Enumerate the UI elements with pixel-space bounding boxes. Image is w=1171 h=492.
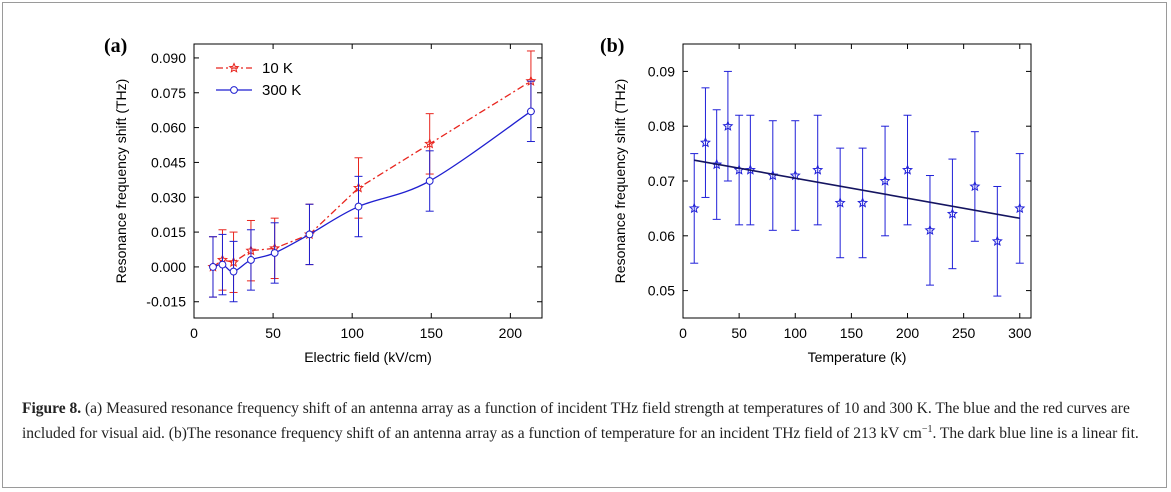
caption-text: (a) Measured resonance frequency shift o… [22,400,1130,443]
panel-b-data-point [969,180,981,192]
panel-a-x-tick-label: 200 [499,325,523,341]
panel-a-data-point [229,267,238,276]
panel-a-data-point [424,138,436,149]
panel-a-plot-frame [193,43,543,319]
panel-b-y-tick-label: 0.08 [648,118,675,134]
panel-a-series-line-0 [212,80,532,268]
panel-b-x-tick-label: 250 [952,325,976,341]
panel-a-y-tick-label: 0.015 [151,224,186,240]
caption-text-end: . The dark blue line is a linear fit. [932,425,1139,443]
panel-b-data-point [902,164,914,175]
legend-label-1: 300 K [262,82,301,99]
legend-marker-1 [230,86,238,94]
panel-b-data-point [699,136,711,148]
figure-caption: Figure 8. (a) Measured resonance frequen… [22,398,1152,444]
panel-b-data-point [991,235,1003,246]
panel-b-x-tick-label: 0 [679,325,687,341]
panel-a-y-tick-label: 0.060 [151,120,186,136]
panel-b-y-tick-label: 0.09 [648,63,675,79]
panel-a-data-point [247,256,255,264]
panel-b-data-point [924,224,936,236]
legend-marker-0 [228,62,240,73]
panel-a-y-axis-label: Resonance frequency shift (THz) [113,79,129,284]
panel-b-data-point [946,208,958,219]
panel-b-y-tick-label: 0.05 [648,283,675,299]
panel-a-x-tick-label: 100 [341,325,365,341]
panel-b-data-point [834,197,846,208]
panel-b-data-point [857,197,869,208]
panel-b-y-tick-label: 0.07 [648,173,675,189]
panel-b-x-tick-label: 150 [840,325,864,341]
panel-b-data-point [879,175,891,186]
panel-b-x-tick-label: 100 [784,325,808,341]
panel-b-fit-line [694,159,1020,220]
panel-a-y-tick-label: 0.000 [151,259,186,275]
panel-a-y-tick-label: -0.015 [146,294,186,310]
panel-a-y-tick-label: 0.030 [151,189,186,205]
panel-a-data-point [354,202,363,211]
panel-a-x-tick-label: 0 [190,325,198,341]
caption-superscript: −1 [921,424,933,435]
panel-a-data-point [218,260,227,269]
panel-b-y-axis-label: Resonance frequency shift (THz) [612,79,628,284]
panel-b-data-point [744,164,756,175]
figure-plots: 0 50 100 150 200 -0.015 0.000 0.015 0.030 0.045 0.… [104,35,1032,365]
panel-b-x-tick-label: 200 [896,325,920,341]
panel-a-data-point [305,230,314,239]
panel-a-x-tick-label: 150 [420,325,444,341]
panel-a-x-tick-label: 50 [265,325,281,341]
panel-a-data-point [527,107,535,116]
panel-b-panel-label: (b) [600,35,624,57]
panel-a-panel-label: (a) [104,35,127,57]
panel-a-data-point [425,177,434,185]
panel-a-y-tick-label: 0.045 [151,154,186,170]
legend-label-0: 10 K [262,60,293,77]
panel-b-y-tick-label: 0.06 [648,228,675,244]
panel-b-plot-frame [682,43,1032,319]
panel-b-x-tick-label: 50 [731,325,747,341]
panel-b-data-point [722,120,734,131]
panel-a-y-tick-label: 0.075 [151,85,186,101]
panel-a-x-axis-label: Electric field (kV/cm) [304,349,432,365]
panel-a-series-line-1 [212,110,532,273]
panel-a-data-point [209,263,217,271]
panel-b-data-point [688,202,700,214]
panel-a-data-point [270,249,279,257]
panel-b-data-point [1014,202,1026,214]
panel-b-x-tick-label: 300 [1008,325,1032,341]
panel-b-x-axis-label: Temperature (k) [808,349,907,365]
panel-b-data-point [812,164,824,175]
panel-a-y-tick-label: 0.090 [151,50,186,66]
caption-label: Figure 8. [22,400,82,417]
